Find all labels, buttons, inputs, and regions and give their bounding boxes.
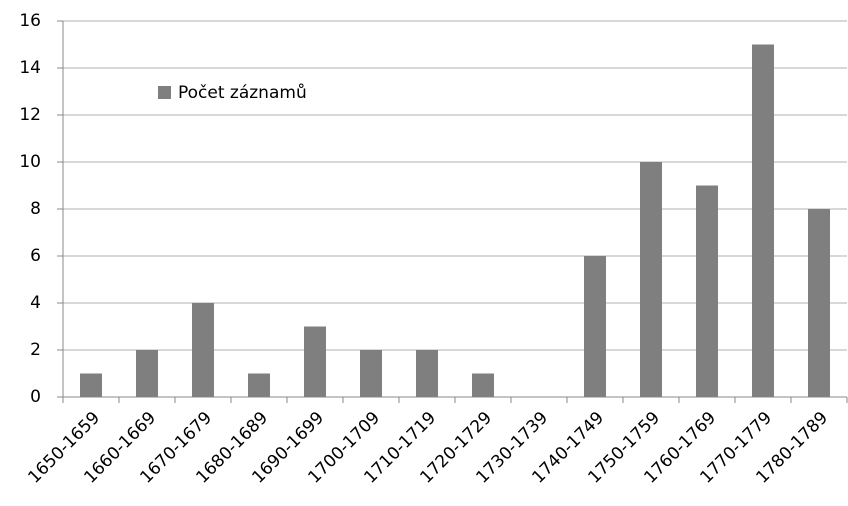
- y-tick-label: 16: [19, 11, 41, 31]
- bar: [696, 185, 718, 397]
- y-tick-label: 8: [30, 199, 41, 219]
- y-tick-label: 4: [30, 293, 41, 313]
- legend-swatch: [158, 86, 171, 99]
- y-tick-label: 2: [30, 340, 41, 360]
- bar: [640, 162, 662, 397]
- bar: [360, 350, 382, 397]
- bar: [80, 373, 102, 397]
- bar: [752, 44, 774, 397]
- bar: [584, 256, 606, 397]
- bar: [416, 350, 438, 397]
- y-tick-label: 10: [19, 152, 41, 172]
- y-tick-label: 14: [19, 58, 41, 78]
- bar: [136, 350, 158, 397]
- bar: [248, 373, 270, 397]
- bar: [304, 326, 326, 397]
- y-tick-label: 6: [30, 246, 41, 266]
- bar: [192, 303, 214, 397]
- y-tick-label: 12: [19, 105, 41, 125]
- bar: [808, 209, 830, 397]
- legend-label: Počet záznamů: [178, 83, 307, 103]
- y-tick-label: 0: [30, 387, 41, 407]
- bar: [472, 373, 494, 397]
